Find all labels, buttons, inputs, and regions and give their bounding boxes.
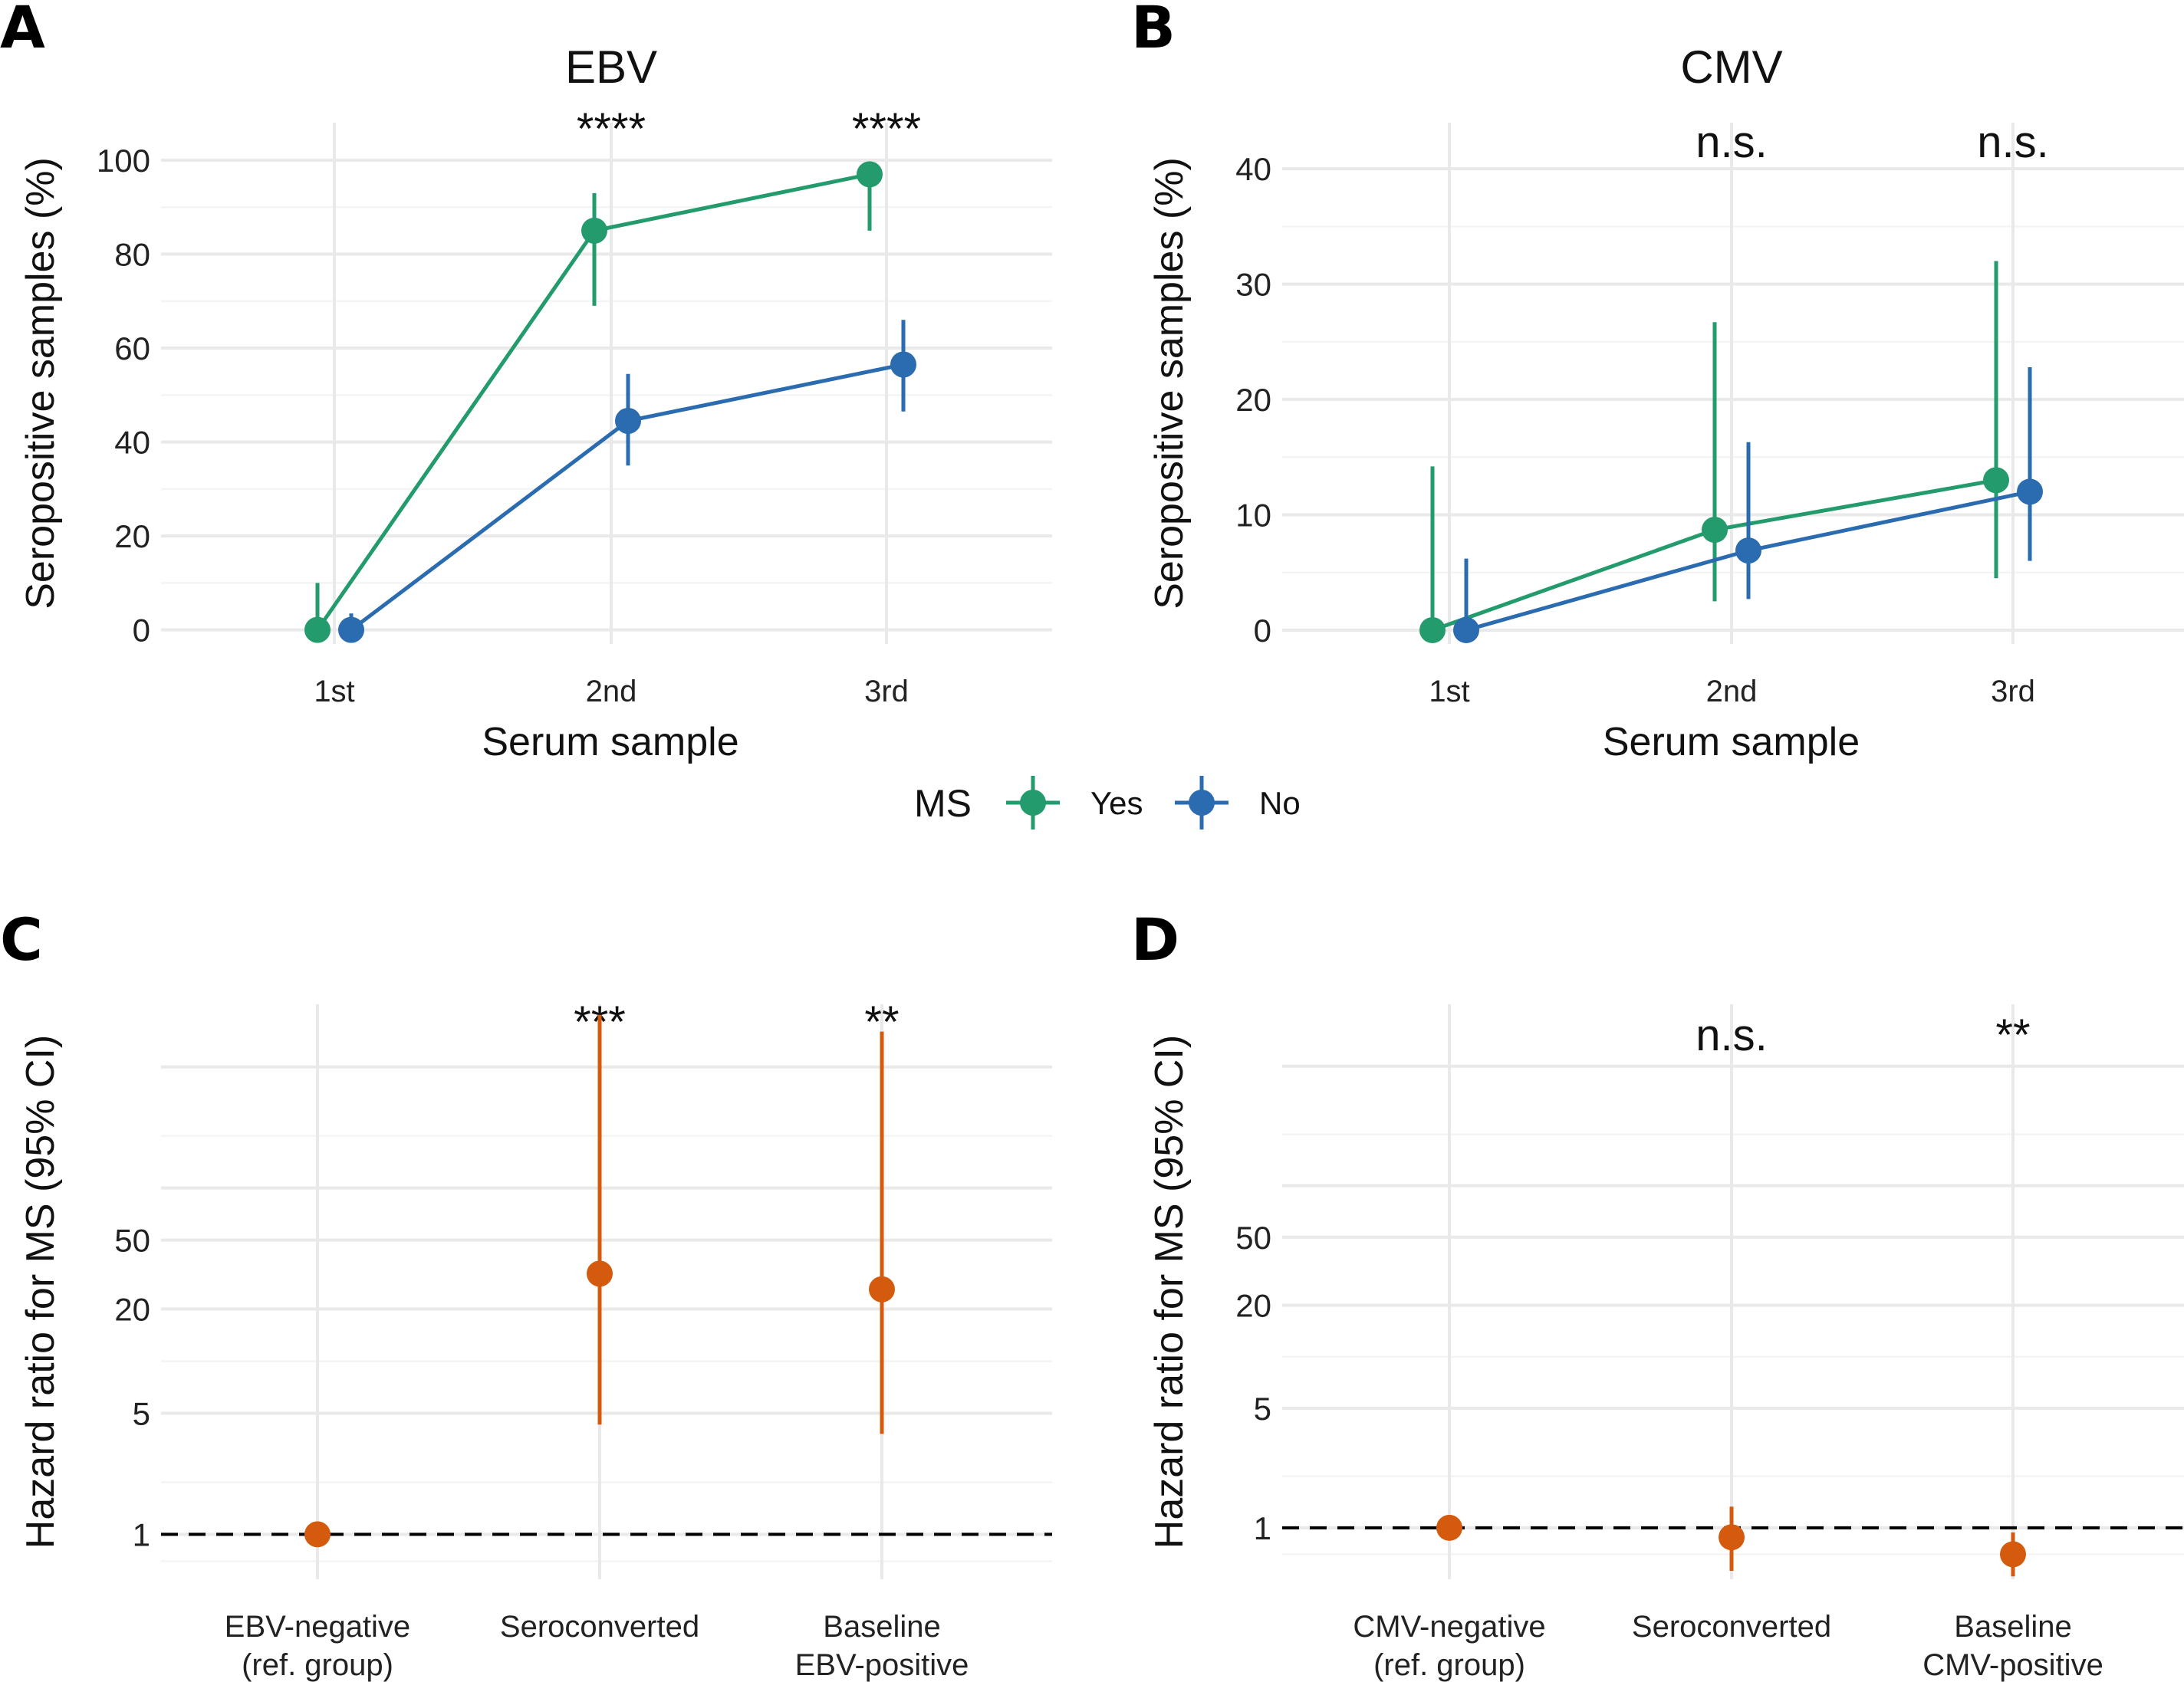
x-tick-label: Baseline [1954,1610,2071,1644]
data-point-yes [1419,616,1446,643]
y-tick-label: 40 [1235,151,1271,187]
data-point-no [890,351,916,378]
panel-b-title: CMV [1680,41,1782,93]
data-point-no [1735,537,1761,564]
hazard-ratio-point [587,1260,613,1287]
data-point-yes [1702,517,1728,544]
y-tick-label: 50 [114,1223,150,1259]
legend-yes-label: Yes [1090,785,1143,821]
significance-annotation: n.s. [1977,117,2049,167]
x-tick-label: 3rd [1991,675,2035,708]
x-tick-label: CMV-positive [1923,1648,2103,1682]
y-tick-label: 0 [1254,613,1271,649]
legend-no-label: No [1259,785,1301,821]
y-tick-label: 100 [97,143,150,179]
hazard-ratio-point [2000,1541,2026,1568]
legend-no-marker [1189,790,1215,816]
x-tick-label: (ref. group) [242,1648,393,1682]
panel-letter-d: D [1131,905,1179,974]
data-point-yes [1983,467,2009,494]
hazard-ratio-point [1436,1514,1462,1541]
significance-annotation: n.s. [1696,117,1768,167]
panel-letter-c: C [0,905,43,974]
y-axis-label: Hazard ratio for MS (95% CI) [18,1035,63,1549]
x-tick-label: 2nd [586,675,637,708]
data-point-no [615,408,641,435]
y-tick-label: 30 [1235,267,1271,303]
y-tick-label: 1 [133,1516,150,1552]
x-tick-label: Baseline [823,1610,940,1644]
significance-annotation: ** [1995,1010,2030,1060]
significance-annotation: **** [577,104,646,154]
y-tick-label: 5 [1254,1391,1271,1427]
y-tick-label: 20 [1235,1288,1271,1324]
y-tick-label: 10 [1235,498,1271,534]
legend-entry-no: No [1175,776,1301,830]
chart-a: 0 20 40 60 80 100 Seropositive samples (%) 1st 2… [18,104,1052,764]
y-tick-label: 0 [133,613,150,649]
data-point-yes [581,217,607,244]
y-tick-label: 1 [1254,1510,1271,1546]
y-tick-label: 80 [114,237,150,273]
y-tick-label: 5 [133,1395,150,1431]
panel-d: D [1131,905,1179,974]
y-axis-label: Seropositive samples (%) [1147,157,1192,609]
data-point-no [2017,478,2043,505]
chart-b: 0 10 20 30 40 Seropositive samples (%) 1st 2nd 3… [1147,117,2184,764]
x-tick-label: EBV-positive [795,1648,969,1682]
y-tick-label: 20 [1235,382,1271,418]
y-tick-label: 50 [1235,1220,1271,1256]
y-tick-label: 20 [114,518,150,554]
data-point-yes [857,161,883,188]
x-tick-label: Seroconverted [1632,1610,1831,1644]
hazard-ratio-point [304,1521,331,1548]
x-tick-label: 2nd [1706,675,1758,708]
data-point-yes [304,616,331,643]
chart-d: 1 5 20 50 Hazard ratio for MS (95% CI) CMV-ne… [1147,1004,2184,1682]
legend-yes-marker [1020,790,1046,816]
x-axis-label: Serum sample [1603,720,1860,764]
panel-b: B CMV [1131,0,1783,93]
y-tick-label: 60 [114,330,150,366]
y-axis-label: Hazard ratio for MS (95% CI) [1147,1035,1192,1549]
significance-annotation: **** [852,104,921,154]
data-point-no [1453,616,1479,643]
panel-a-title: EBV [565,41,657,93]
x-axis-label: Serum sample [482,720,738,764]
legend: MS Yes No [914,776,1301,830]
x-tick-label: (ref. group) [1373,1648,1525,1682]
x-tick-label: 3rd [864,675,909,708]
x-tick-label: 1st [1429,675,1469,708]
panel-c: C [0,905,43,974]
panel-letter-a: A [0,0,45,61]
x-tick-label: EBV-negative [225,1610,410,1644]
y-tick-label: 20 [114,1291,150,1327]
panel-letter-b: B [1131,0,1176,61]
y-tick-label: 40 [114,425,150,461]
chart-c: 1 5 20 50 Hazard ratio for MS (95% CI) EBV-ne… [18,997,1052,1682]
hazard-ratio-point [1719,1524,1745,1551]
legend-title: MS [914,782,972,825]
data-point-no [338,616,364,643]
hazard-ratio-point [869,1276,895,1303]
legend-entry-yes: Yes [1006,776,1143,830]
significance-annotation: n.s. [1696,1010,1768,1060]
x-tick-label: 1st [314,675,354,708]
x-tick-label: Seroconverted [500,1610,699,1644]
x-tick-label: CMV-negative [1353,1610,1545,1644]
y-axis-label: Seropositive samples (%) [18,157,63,609]
panel-a: A EBV [0,0,657,93]
